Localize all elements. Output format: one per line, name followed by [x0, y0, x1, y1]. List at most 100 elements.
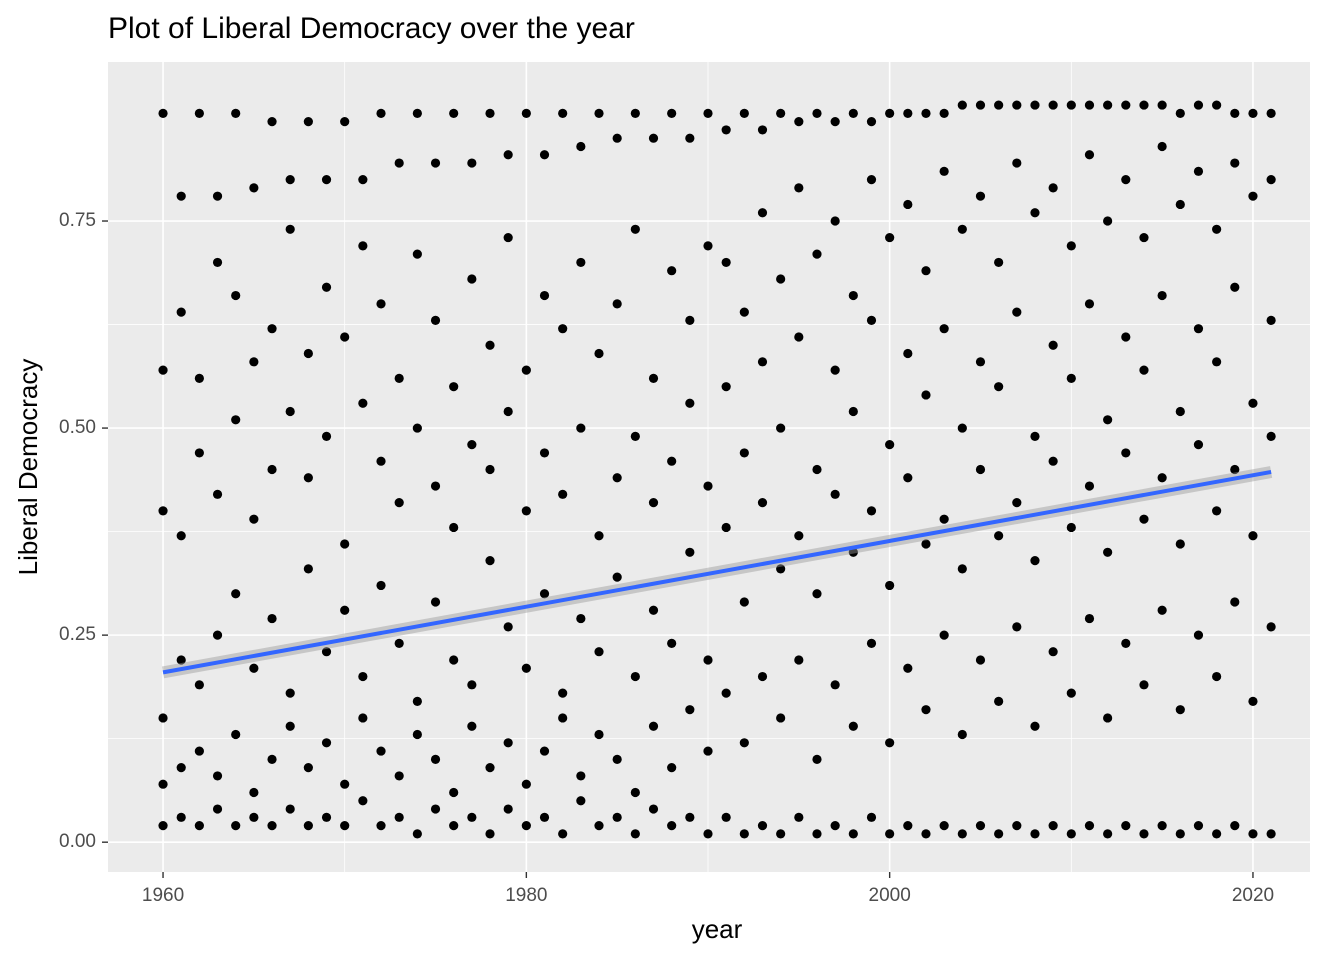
- point: [467, 721, 477, 731]
- point: [249, 357, 259, 367]
- point: [321, 738, 332, 748]
- point: [1248, 531, 1258, 541]
- point: [685, 315, 695, 326]
- point: [1048, 183, 1058, 193]
- point: [1012, 498, 1022, 508]
- point: [957, 564, 967, 574]
- point: [176, 812, 186, 822]
- point: [430, 481, 441, 491]
- point: [1157, 290, 1167, 301]
- point: [903, 663, 913, 673]
- point: [1175, 406, 1185, 417]
- point: [630, 108, 640, 118]
- point: [757, 498, 768, 508]
- point: [739, 597, 749, 607]
- point: [776, 829, 786, 839]
- point: [1193, 100, 1204, 110]
- point: [812, 464, 822, 475]
- point: [485, 829, 495, 839]
- point: [1193, 166, 1204, 176]
- point: [231, 589, 241, 599]
- point: [939, 514, 949, 524]
- x-tick-label: 1960: [142, 885, 184, 906]
- point: [358, 713, 368, 723]
- point: [1103, 547, 1113, 557]
- point: [1084, 481, 1095, 491]
- point: [267, 464, 277, 475]
- point: [594, 348, 604, 359]
- point: [957, 729, 967, 740]
- point: [212, 191, 223, 201]
- point: [212, 630, 223, 640]
- point: [975, 821, 986, 831]
- point: [1157, 473, 1167, 483]
- y-axis-label: Liberal Democracy: [13, 359, 43, 576]
- trend-line: [162, 470, 1272, 675]
- point: [1248, 829, 1258, 839]
- point: [648, 133, 659, 143]
- point: [449, 108, 459, 118]
- point: [358, 671, 368, 682]
- point: [794, 655, 804, 665]
- point: [1248, 398, 1258, 408]
- point: [885, 829, 895, 839]
- point: [685, 812, 695, 822]
- point: [594, 647, 604, 657]
- point: [812, 754, 822, 764]
- point: [794, 183, 804, 193]
- point: [703, 481, 713, 491]
- point: [1230, 158, 1240, 168]
- point: [776, 108, 786, 118]
- point: [994, 257, 1004, 268]
- point: [430, 597, 441, 607]
- point: [957, 423, 967, 433]
- point: [576, 257, 586, 268]
- panel: [108, 62, 1310, 872]
- point: [594, 108, 604, 118]
- point: [648, 498, 659, 508]
- point: [757, 208, 768, 218]
- point: [321, 431, 332, 441]
- point: [1030, 431, 1040, 441]
- point: [449, 382, 459, 392]
- point: [394, 498, 404, 508]
- point: [830, 365, 840, 375]
- point: [1212, 224, 1222, 234]
- point: [212, 804, 223, 814]
- point: [503, 622, 513, 632]
- point: [576, 141, 586, 152]
- point: [1175, 199, 1185, 210]
- point: [176, 531, 186, 541]
- point: [158, 365, 168, 375]
- point: [503, 232, 513, 243]
- x-tick-label: 2020: [1232, 885, 1274, 906]
- point: [449, 821, 459, 831]
- point: [721, 522, 731, 533]
- point: [739, 738, 749, 748]
- point: [685, 547, 695, 557]
- point: [576, 613, 586, 624]
- point: [340, 117, 350, 127]
- point: [285, 406, 295, 417]
- point: [1084, 299, 1095, 309]
- point: [721, 125, 731, 135]
- point: [794, 117, 804, 127]
- point: [866, 638, 877, 649]
- point: [412, 729, 422, 740]
- point: [812, 108, 822, 118]
- point: [866, 315, 877, 326]
- point: [703, 108, 713, 118]
- point: [467, 274, 477, 284]
- point: [158, 779, 168, 789]
- point: [1048, 647, 1058, 657]
- point: [1103, 829, 1113, 839]
- point: [340, 332, 350, 342]
- point: [449, 522, 459, 533]
- point: [285, 721, 295, 731]
- point: [231, 108, 241, 118]
- point: [412, 829, 422, 839]
- y-tick-label: 0.75: [59, 210, 96, 231]
- point: [1121, 821, 1131, 831]
- point: [957, 829, 967, 839]
- point: [285, 688, 295, 698]
